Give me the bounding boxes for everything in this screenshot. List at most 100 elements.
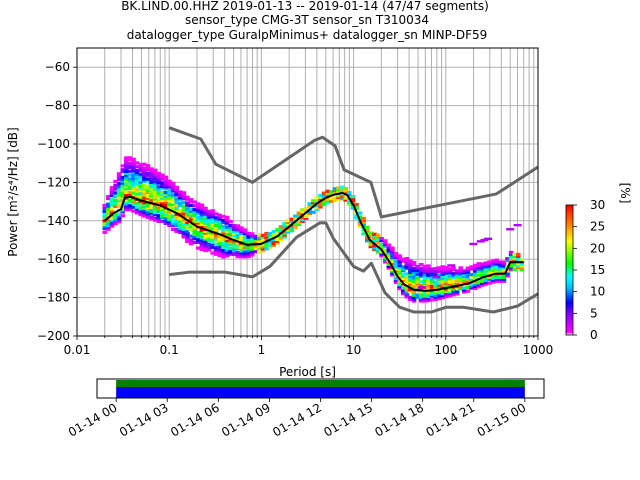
density-cell: [418, 266, 424, 270]
density-cell: [185, 197, 190, 201]
density-cell: [296, 211, 302, 215]
density-cell: [361, 220, 366, 224]
density-cell: [206, 213, 212, 217]
density-cell: [386, 245, 392, 249]
density-cell: [454, 273, 460, 277]
density-cell: [134, 188, 140, 192]
density-cell: [145, 173, 151, 177]
density-cell: [249, 251, 255, 255]
density-cell: [454, 275, 460, 279]
density-cell: [487, 275, 492, 279]
density-cell: [192, 221, 197, 225]
density-cell: [311, 202, 316, 207]
density-cell: [167, 221, 172, 226]
density-cell: [282, 233, 287, 237]
y-tick-label: −100: [37, 137, 70, 151]
density-cell: [275, 228, 280, 232]
density-cell: [120, 214, 125, 218]
density-cell: [124, 165, 129, 170]
density-cell: [447, 292, 453, 296]
density-cell: [138, 178, 143, 182]
density-cell: [246, 239, 251, 243]
density-cell: [462, 276, 467, 281]
density-cell: [181, 200, 187, 205]
density-cell: [203, 206, 208, 210]
density-cell: [109, 218, 115, 222]
density-cell: [411, 266, 417, 270]
y-axis-label: Power [m²/s⁴/Hz] [dB]: [6, 127, 20, 256]
x-tick-label: 10: [346, 343, 361, 357]
density-cell: [364, 227, 370, 231]
density-cell: [458, 285, 463, 289]
density-cell: [149, 175, 154, 179]
density-cell: [224, 254, 230, 258]
density-cell: [494, 266, 499, 270]
density-cell: [152, 170, 158, 174]
density-cell: [379, 246, 384, 250]
density-cell: [293, 224, 298, 228]
density-cell: [192, 219, 197, 223]
density-cell: [213, 216, 219, 220]
density-cell: [109, 211, 115, 215]
density-cell: [134, 207, 140, 211]
density-cell: [325, 191, 330, 195]
density-cell: [451, 283, 456, 287]
density-cell: [145, 212, 151, 216]
density-cell: [203, 229, 208, 233]
density-cell: [242, 247, 248, 251]
density-cell: [231, 250, 237, 255]
density-cell: [411, 285, 417, 290]
coverage-tick-label: 01-14 18: [372, 400, 426, 439]
density-cell: [501, 264, 507, 268]
density-cell: [142, 178, 147, 182]
density-cell: [163, 212, 169, 216]
density-cell: [206, 225, 212, 229]
density-cell: [106, 210, 111, 214]
density-cell: [242, 237, 248, 242]
density-cell: [505, 272, 510, 276]
density-cell: [433, 272, 438, 277]
density-cell: [120, 193, 125, 197]
density-cell: [178, 196, 183, 200]
density-cell: [131, 159, 136, 163]
density-cell: [433, 292, 438, 296]
density-cell: [120, 185, 125, 189]
density-cell: [116, 212, 122, 216]
density-cell: [458, 268, 463, 272]
density-cell: [332, 189, 338, 193]
density-cell: [120, 189, 125, 193]
density-cell: [397, 269, 402, 273]
density-cell: [145, 164, 151, 168]
density-cell: [188, 234, 194, 238]
density-cell: [397, 273, 402, 277]
curve-nhnm: [168, 126, 539, 219]
density-cell: [422, 270, 428, 274]
density-cell: [343, 188, 348, 193]
curves: [104, 126, 539, 314]
x-tick-label: 100: [434, 343, 457, 357]
density-cell: [390, 258, 395, 262]
density-cell: [152, 176, 158, 180]
density-cell: [400, 286, 406, 290]
density-cell: [156, 171, 161, 176]
density-cell: [116, 177, 122, 182]
density-cell: [480, 264, 485, 268]
density-cell: [393, 280, 399, 284]
density-cell: [300, 217, 305, 222]
density-cell: [127, 186, 133, 191]
density-cell: [501, 279, 507, 283]
density-cell: [142, 212, 147, 216]
density-cell: [152, 197, 158, 201]
density-cell: [429, 294, 435, 298]
density-cell: [213, 223, 219, 228]
density-cell: [347, 200, 352, 204]
density-cell: [444, 293, 449, 297]
density-cell: [415, 268, 420, 272]
density-cell: [195, 206, 201, 210]
density-cell: [181, 231, 187, 235]
density-cell: [253, 234, 259, 238]
density-cell: [257, 250, 262, 254]
density-cell: [235, 230, 241, 234]
density-cell: [472, 271, 478, 275]
density-cell: [458, 266, 463, 270]
